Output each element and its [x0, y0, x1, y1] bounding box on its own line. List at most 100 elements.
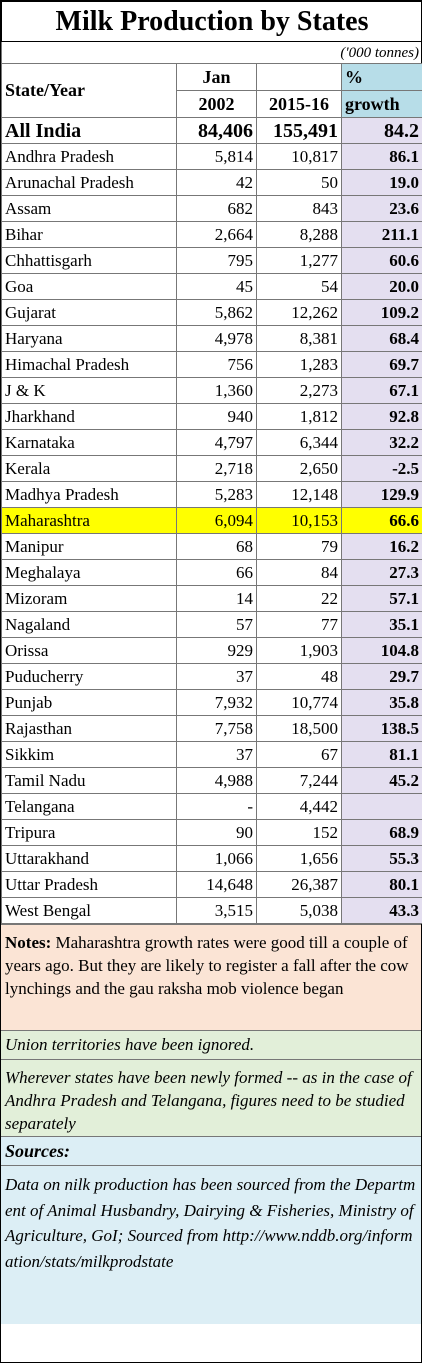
- header-percent-sign: %: [340, 63, 422, 91]
- state-name-cell: Gujarat: [1, 299, 177, 326]
- value-2002-cell: 4,978: [176, 325, 257, 352]
- table-row: Rajasthan 7,758 18,500 138.5: [1, 715, 422, 742]
- table-row: Uttarakhand 1,066 1,656 55.3: [1, 845, 422, 872]
- value-2015-16-cell: 22: [256, 585, 342, 612]
- value-2002-cell: 6,094: [176, 507, 257, 534]
- all-india-growth: 84.2: [340, 117, 422, 144]
- growth-cell: 211.1: [340, 221, 422, 248]
- value-2002-cell: 68: [176, 533, 257, 560]
- table-row: Jharkhand 940 1,812 92.8: [1, 403, 422, 430]
- table-row: Madhya Pradesh 5,283 12,148 129.9: [1, 481, 422, 508]
- value-2002-cell: 929: [176, 637, 257, 664]
- value-2002-cell: 37: [176, 741, 257, 768]
- growth-cell: 68.4: [340, 325, 422, 352]
- growth-cell: 43.3: [340, 897, 422, 924]
- state-name-cell: Assam: [1, 195, 177, 222]
- table-row: Haryana 4,978 8,381 68.4: [1, 325, 422, 352]
- state-name-cell: Chhattisgarh: [1, 247, 177, 274]
- growth-cell: 20.0: [340, 273, 422, 300]
- value-2002-cell: 14: [176, 585, 257, 612]
- table-row: Uttar Pradesh 14,648 26,387 80.1: [1, 871, 422, 898]
- table-row: Karnataka 4,797 6,344 32.2: [1, 429, 422, 456]
- value-2015-16-cell: 12,262: [256, 299, 342, 326]
- value-2002-cell: 14,648: [176, 871, 257, 898]
- growth-cell: 57.1: [340, 585, 422, 612]
- growth-cell: 68.9: [340, 819, 422, 846]
- state-name-cell: Nagaland: [1, 611, 177, 638]
- state-name-cell: Tripura: [1, 819, 177, 846]
- value-2015-16-cell: 843: [256, 195, 342, 222]
- table-row: Sikkim 37 67 81.1: [1, 741, 422, 768]
- value-2015-16-cell: 18,500: [256, 715, 342, 742]
- state-name-cell: Madhya Pradesh: [1, 481, 177, 508]
- table-row: Goa 45 54 20.0: [1, 273, 422, 300]
- value-2015-16-cell: 1,812: [256, 403, 342, 430]
- table-row: Punjab 7,932 10,774 35.8: [1, 689, 422, 716]
- growth-cell: 60.6: [340, 247, 422, 274]
- value-2015-16-cell: 6,344: [256, 429, 342, 456]
- table-title: Milk Production by States: [0, 1, 422, 42]
- state-name-cell: Haryana: [1, 325, 177, 352]
- state-name-cell: Telangana: [1, 793, 177, 820]
- all-india-2015-16: 155,491: [256, 117, 342, 144]
- growth-cell: 81.1: [340, 741, 422, 768]
- value-2002-cell: -: [176, 793, 257, 820]
- sources-heading: Sources:: [1, 1136, 421, 1165]
- growth-cell: 109.2: [340, 299, 422, 326]
- value-2015-16-cell: 10,817: [256, 143, 342, 170]
- value-2002-cell: 3,515: [176, 897, 257, 924]
- value-2002-cell: 2,718: [176, 455, 257, 482]
- growth-cell: 19.0: [340, 169, 422, 196]
- value-2002-cell: 42: [176, 169, 257, 196]
- state-name-cell: Tamil Nadu: [1, 767, 177, 794]
- value-2002-cell: 57: [176, 611, 257, 638]
- value-2015-16-cell: 10,153: [256, 507, 342, 534]
- table-row: Meghalaya 66 84 27.3: [1, 559, 422, 586]
- state-name-cell: Meghalaya: [1, 559, 177, 586]
- growth-cell: 35.1: [340, 611, 422, 638]
- table-row: Manipur 68 79 16.2: [1, 533, 422, 560]
- table-row: Maharashtra 6,094 10,153 66.6: [1, 507, 422, 534]
- table-row: West Bengal 3,515 5,038 43.3: [1, 897, 422, 924]
- growth-cell: 23.6: [340, 195, 422, 222]
- value-2002-cell: 7,932: [176, 689, 257, 716]
- notes-box: Notes: Maharashtra growth rates were goo…: [1, 924, 421, 1030]
- state-name-cell: Punjab: [1, 689, 177, 716]
- value-2002-cell: 5,862: [176, 299, 257, 326]
- value-2015-16-cell: 1,656: [256, 845, 342, 872]
- value-2002-cell: 45: [176, 273, 257, 300]
- table-row: Himachal Pradesh 756 1,283 69.7: [1, 351, 422, 378]
- header-row-1: State/Year Jan %: [1, 63, 422, 118]
- table-row: Bihar 2,664 8,288 211.1: [1, 221, 422, 248]
- value-2015-16-cell: 26,387: [256, 871, 342, 898]
- value-2015-16-cell: 10,774: [256, 689, 342, 716]
- value-2015-16-cell: 48: [256, 663, 342, 690]
- value-2002-cell: 4,988: [176, 767, 257, 794]
- value-2002-cell: 37: [176, 663, 257, 690]
- value-2015-16-cell: 67: [256, 741, 342, 768]
- growth-cell: 16.2: [340, 533, 422, 560]
- state-name-cell: Bihar: [1, 221, 177, 248]
- value-2015-16-cell: 2,273: [256, 377, 342, 404]
- header-state-year: State/Year: [1, 63, 177, 118]
- header-row-2: 2002 2015-16 growth: [2, 90, 422, 118]
- value-2002-cell: 5,283: [176, 481, 257, 508]
- value-2015-16-cell: 5,038: [256, 897, 342, 924]
- state-name-cell: Puducherry: [1, 663, 177, 690]
- value-2015-16-cell: 8,381: [256, 325, 342, 352]
- milk-production-table: Milk Production by States ('000 tonnes) …: [0, 1, 422, 924]
- state-name-cell: Himachal Pradesh: [1, 351, 177, 378]
- value-2015-16-cell: 50: [256, 169, 342, 196]
- table-row: Gujarat 5,862 12,262 109.2: [1, 299, 422, 326]
- state-name-cell: Uttar Pradesh: [1, 871, 177, 898]
- value-2015-16-cell: 79: [256, 533, 342, 560]
- state-name-cell: J & K: [1, 377, 177, 404]
- state-name-cell: Mizoram: [1, 585, 177, 612]
- growth-cell: 27.3: [340, 559, 422, 586]
- growth-cell: 67.1: [340, 377, 422, 404]
- value-2015-16-cell: 84: [256, 559, 342, 586]
- all-india-row: All India 84,406 155,491 84.2: [1, 117, 422, 144]
- table-row: Nagaland 57 77 35.1: [1, 611, 422, 638]
- growth-cell: 92.8: [340, 403, 422, 430]
